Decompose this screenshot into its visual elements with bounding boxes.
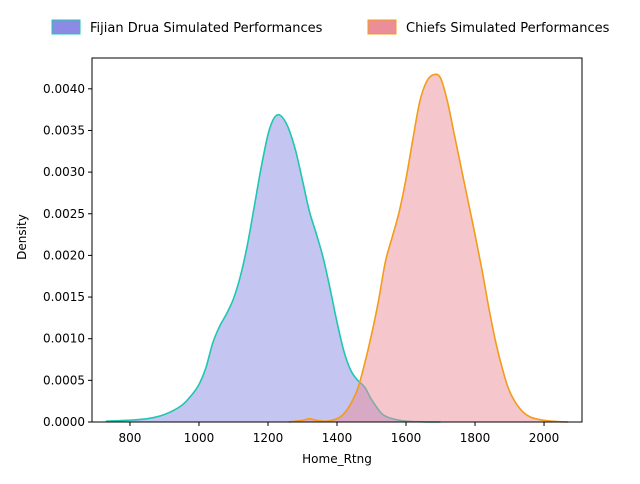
x-tick-label: 1600 (391, 431, 422, 445)
legend-swatch-fijian-drua (51, 19, 81, 35)
y-tick-label: 0.0005 (43, 373, 85, 387)
legend-swatch-chiefs (367, 19, 397, 35)
y-tick-label: 0.0010 (43, 332, 85, 346)
x-axis-label: Home_Rtng (302, 452, 372, 466)
density-line-chiefs (288, 73, 569, 423)
density-area-fijian-drua (105, 114, 441, 422)
x-tick-label: 1000 (184, 431, 215, 445)
x-tick-label: 1400 (322, 431, 353, 445)
x-tick-label: 2000 (529, 431, 560, 445)
y-tick-label: 0.0035 (43, 123, 85, 137)
legend: Fijian Drua Simulated Performances Chief… (51, 19, 610, 36)
y-tick-label: 0.0040 (43, 82, 85, 96)
y-tick-label: 0.0000 (43, 415, 85, 429)
y-axis-label: Density (15, 214, 29, 260)
y-tick-label: 0.0025 (43, 207, 85, 221)
axes-layer: 800 1000 1200 1400 1600 1800 2000 0.0000 0.0005 0… (43, 57, 583, 445)
y-tick-label: 0.0015 (43, 290, 85, 304)
x-tick-label: 1800 (460, 431, 491, 445)
legend-label-fijian-drua: Fijian Drua Simulated Performances (90, 21, 323, 36)
x-tick-label: 1200 (253, 431, 284, 445)
y-tick-label: 0.0020 (43, 248, 85, 262)
series-layer (105, 73, 569, 423)
y-tick-label: 0.0030 (43, 165, 85, 179)
x-tick-label: 800 (119, 431, 142, 445)
density-area-chiefs (288, 74, 569, 422)
legend-label-chiefs: Chiefs Simulated Performances (406, 21, 610, 36)
